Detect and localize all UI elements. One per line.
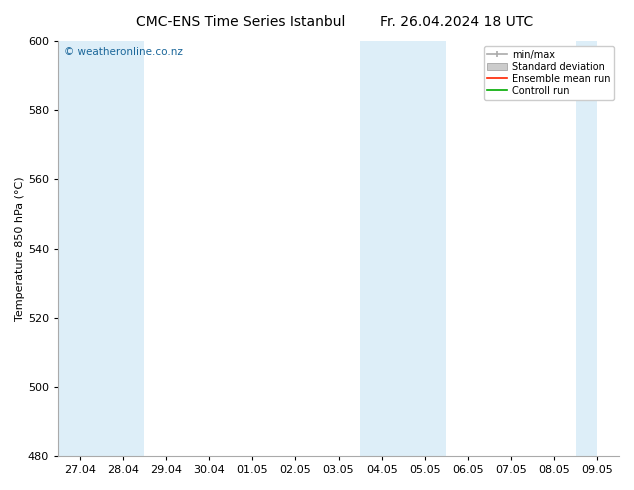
Bar: [101, 41, 145, 456]
Bar: [403, 41, 446, 456]
Bar: [576, 41, 597, 456]
Text: CMC-ENS Time Series Istanbul: CMC-ENS Time Series Istanbul: [136, 15, 346, 29]
Bar: [58, 41, 101, 456]
Bar: [360, 41, 403, 456]
Legend: min/max, Standard deviation, Ensemble mean run, Controll run: min/max, Standard deviation, Ensemble me…: [484, 46, 614, 99]
Text: © weatheronline.co.nz: © weatheronline.co.nz: [63, 47, 183, 57]
Y-axis label: Temperature 850 hPa (°C): Temperature 850 hPa (°C): [15, 176, 25, 321]
Text: Fr. 26.04.2024 18 UTC: Fr. 26.04.2024 18 UTC: [380, 15, 533, 29]
